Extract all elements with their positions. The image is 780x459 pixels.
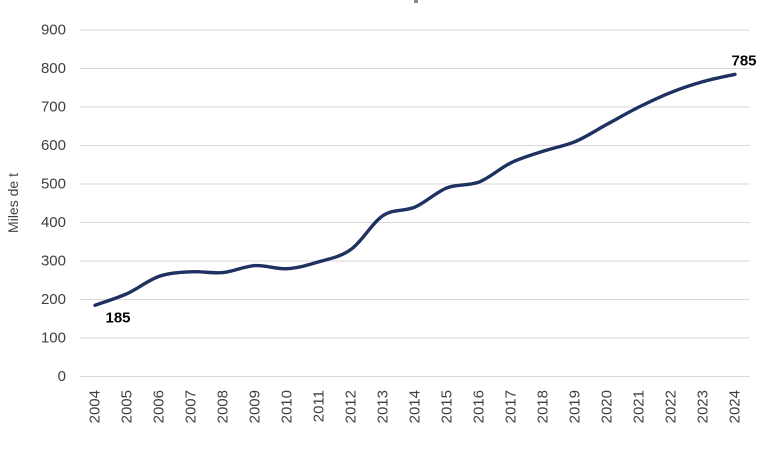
y-tick-label: 700 (41, 99, 66, 116)
x-tick-label: 2014 (407, 390, 424, 423)
y-tick-label: 500 (41, 176, 66, 193)
x-tick-label: 2017 (503, 390, 520, 423)
y-tick-label: 900 (41, 22, 66, 39)
y-axis-title: Miles de t (5, 173, 21, 233)
x-tick-label: 2007 (183, 390, 200, 423)
x-tick-label: 2024 (727, 390, 744, 423)
gridlines (80, 29, 750, 377)
x-tick-label: 2015 (439, 390, 456, 423)
y-tick-label: 600 (41, 137, 66, 154)
point-labels: 185 785 (105, 52, 756, 326)
x-tick-label: 2008 (215, 390, 232, 423)
y-tick-label: 800 (41, 60, 66, 77)
y-axis-tick-labels: 0 100 200 300 400 500 600 700 800 900 (41, 22, 66, 386)
x-tick-label: 2012 (343, 390, 360, 423)
x-tick-label: 2004 (87, 390, 104, 423)
x-tick-label: 2011 (311, 390, 328, 422)
point-label: 785 (731, 52, 756, 69)
x-tick-label: 2021 (631, 390, 648, 423)
x-tick-label: 2016 (471, 390, 488, 423)
y-tick-label: 100 (41, 330, 66, 347)
y-tick-label: 300 (41, 253, 66, 270)
x-tick-label: 2010 (279, 390, 296, 423)
x-tick-label: 2005 (119, 390, 136, 423)
point-label: 185 (105, 309, 130, 326)
x-tick-label: 2013 (375, 390, 392, 423)
x-tick-label: 2018 (535, 390, 552, 423)
y-tick-label: 400 (41, 214, 66, 231)
x-tick-label: 2009 (247, 390, 264, 423)
y-tick-label: 200 (41, 291, 66, 308)
data-line (93, 72, 737, 307)
y-tick-label: 0 (58, 368, 66, 385)
cropped-title-fragment (414, 0, 418, 3)
x-axis-tick-labels: 2004 2005 2006 2007 2008 2009 2010 2011 2012 2013… (87, 390, 744, 423)
x-tick-label: 2022 (663, 390, 680, 423)
x-tick-label: 2006 (151, 390, 168, 423)
x-tick-label: 2023 (695, 390, 712, 423)
x-tick-label: 2020 (599, 390, 616, 423)
x-tick-label: 2019 (567, 390, 584, 423)
